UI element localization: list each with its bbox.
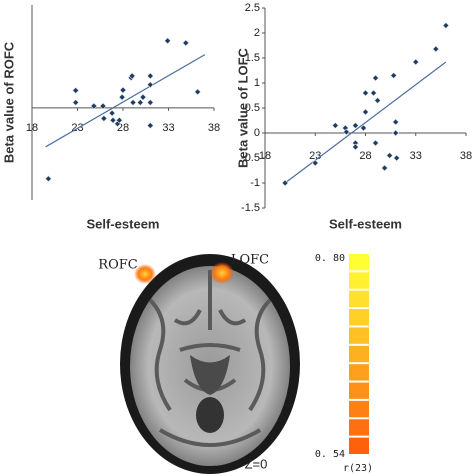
- point: [390, 72, 398, 79]
- y-tick-label: -1: [250, 177, 260, 189]
- point: [362, 108, 369, 116]
- point: [311, 159, 319, 167]
- x-tick-label: 28: [359, 150, 371, 162]
- trend-line: [45, 54, 206, 148]
- trend-line: [284, 61, 447, 184]
- point: [381, 164, 389, 172]
- point: [44, 175, 52, 183]
- colorbar-max: 0. 80: [315, 253, 345, 264]
- point: [146, 122, 154, 129]
- point: [374, 97, 381, 104]
- y-tick-label: -0.5: [241, 152, 260, 164]
- point: [90, 102, 98, 110]
- point: [182, 39, 190, 47]
- colorbar-swatch: [349, 309, 369, 326]
- y-tick-label: -1.5: [241, 202, 260, 214]
- point: [100, 115, 108, 122]
- colorbar-title: r(23): [343, 463, 373, 474]
- point: [352, 122, 359, 129]
- x-axis-title: Self-esteem: [87, 216, 160, 231]
- y-tick-label: 2.5: [245, 2, 260, 14]
- point: [139, 93, 147, 101]
- point: [99, 102, 107, 110]
- x-tick-label: 18: [26, 122, 38, 134]
- point: [72, 87, 80, 94]
- point: [164, 37, 172, 45]
- colorbar-swatch: [349, 345, 369, 363]
- colorbar-swatch: [349, 327, 369, 344]
- y-axis-title: Beta value of ROFC: [1, 41, 16, 163]
- colorbar-swatch: [349, 254, 369, 271]
- point: [360, 124, 367, 132]
- point: [392, 129, 400, 137]
- point: [119, 86, 127, 94]
- point: [393, 154, 401, 162]
- colorbar-swatch: [349, 419, 369, 436]
- colorbar-swatch: [349, 382, 369, 399]
- x-tick-label: 33: [162, 122, 174, 134]
- y-axis-title: Beta value of LOFC: [235, 47, 250, 168]
- point: [281, 179, 289, 187]
- point: [136, 99, 144, 106]
- point: [146, 81, 154, 89]
- brain-label: LOFC: [231, 253, 269, 268]
- point: [118, 93, 126, 101]
- colorbar-swatch: [349, 364, 369, 381]
- point: [412, 58, 420, 66]
- point: [331, 122, 339, 129]
- x-tick-label: 23: [309, 150, 321, 162]
- x-tick-label: 38: [460, 150, 472, 162]
- point: [352, 143, 359, 151]
- y-tick-label: 0.5: [245, 102, 260, 114]
- point: [386, 152, 394, 159]
- x-tick-label: 38: [208, 122, 220, 134]
- colorbar-min: 0. 54: [315, 449, 345, 460]
- colorbar-swatch: [349, 272, 369, 289]
- point: [342, 128, 350, 136]
- point: [370, 89, 377, 97]
- point: [392, 118, 400, 126]
- brain-image: [120, 254, 300, 474]
- brain-label: ROFC: [98, 258, 137, 273]
- x-tick-label: 28: [117, 122, 129, 134]
- point: [442, 22, 450, 29]
- point: [128, 72, 136, 80]
- point: [72, 99, 80, 106]
- x-tick-label: 33: [410, 150, 422, 162]
- point: [109, 116, 117, 124]
- y-tick-label: 1.5: [245, 52, 260, 64]
- point: [194, 88, 202, 96]
- x-tick-label: 18: [259, 150, 271, 162]
- colorbar-swatch: [349, 437, 369, 454]
- point: [432, 45, 440, 53]
- point: [362, 89, 369, 97]
- point: [115, 116, 123, 124]
- colorbar-swatch: [349, 400, 369, 418]
- point: [146, 72, 154, 80]
- point: [372, 139, 379, 147]
- point: [108, 109, 116, 117]
- point: [146, 99, 154, 106]
- colorbar-swatch: [349, 290, 369, 308]
- y-tick-label: 1: [254, 77, 260, 89]
- slice-label: Z=0: [245, 456, 268, 471]
- y-tick-label: 0: [254, 127, 260, 139]
- y-tick-label: 2: [254, 27, 260, 39]
- point: [372, 74, 379, 82]
- point: [129, 99, 137, 106]
- x-axis-title: Self-esteem: [329, 216, 402, 231]
